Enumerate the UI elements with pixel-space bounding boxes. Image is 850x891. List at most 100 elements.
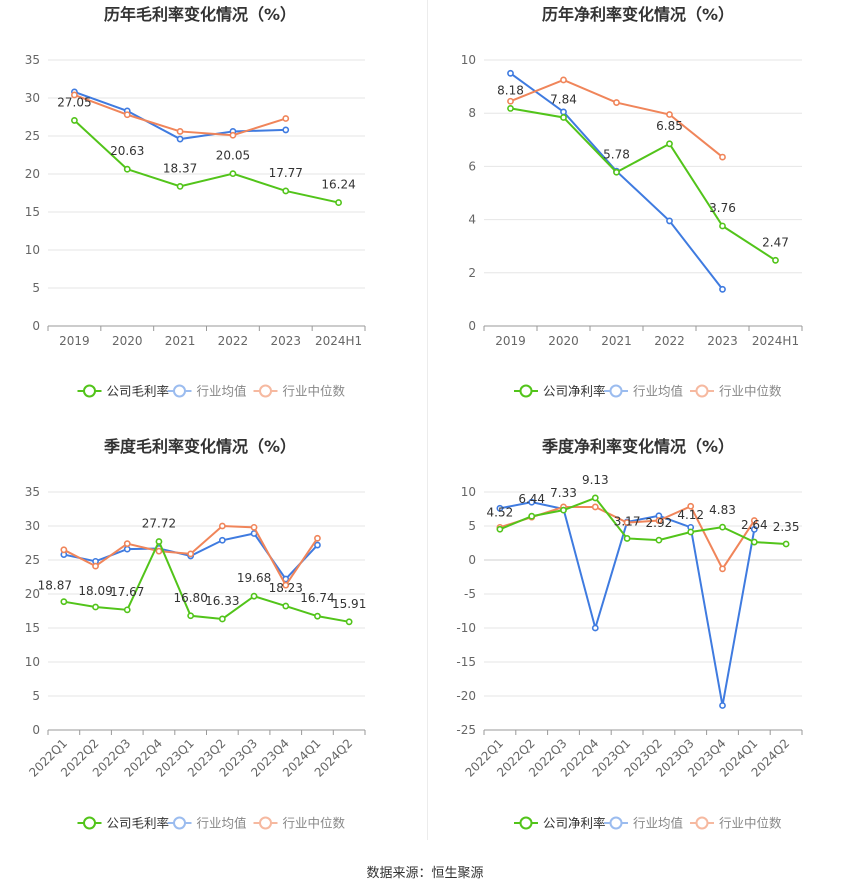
chart-panel-quarterly-net: 季度净利率变化情况（%） -25 -20 -15 -10 -5 0 5 10 2022Q1 2022… [428, 425, 850, 850]
data-point [623, 535, 631, 542]
data-label: 3.76 [709, 201, 736, 215]
x-tick-label: 2023 [270, 334, 301, 348]
data-label: 27.05 [57, 95, 91, 109]
data-point [507, 105, 514, 112]
data-label: 15.91 [332, 597, 366, 611]
series-line-industry-mean [499, 501, 756, 706]
data-point [282, 602, 290, 610]
y-tick-label: 10 [461, 53, 476, 67]
data-point [719, 285, 726, 293]
data-label: 27.72 [142, 517, 176, 531]
data-point [666, 111, 673, 118]
data-label: 6.44 [518, 492, 545, 506]
legend-marker [609, 384, 623, 398]
chart-title: 季度毛利率变化情况（%） [103, 437, 296, 456]
y-tick-label: 5 [468, 519, 476, 533]
data-point [623, 519, 631, 526]
legend-label: 公司毛利率 [107, 816, 170, 831]
y-tick-label: 0 [468, 553, 476, 567]
series-line-company [499, 496, 787, 546]
data-point [507, 69, 514, 77]
data-point [750, 526, 758, 533]
data-label: 17.77 [269, 166, 303, 180]
legend-label: 公司净利率 [543, 384, 606, 399]
data-point [282, 115, 290, 122]
data-label: 18.09 [78, 584, 112, 598]
data-point [496, 525, 504, 533]
legend-label: 行业中位数 [283, 384, 346, 399]
legend-marker [519, 384, 533, 398]
y-tick-label: 10 [25, 655, 40, 669]
y-tick-label: 25 [25, 129, 40, 143]
data-label: 7.33 [550, 486, 577, 500]
y-tick-label: 15 [25, 205, 40, 219]
data-point [176, 182, 184, 190]
legend-label: 行业中位数 [719, 816, 782, 831]
data-label: 20.63 [110, 144, 144, 158]
data-point [335, 199, 342, 206]
data-label: 20.05 [216, 149, 250, 163]
data-point [750, 538, 758, 546]
data-point [687, 528, 695, 536]
data-point [507, 97, 514, 105]
y-tick-label: 20 [25, 587, 40, 601]
data-point [591, 494, 599, 502]
y-tick-label: 25 [25, 553, 40, 567]
data-point [314, 541, 321, 549]
data-point [719, 702, 726, 709]
legend-marker [83, 816, 96, 830]
legend-marker [519, 816, 533, 830]
y-tick-label: 2 [468, 266, 476, 280]
data-point [560, 76, 567, 84]
chart-panel-annual-net: 历年净利率变化情况（%） 0 2 4 6 8 10 2019 2020 2021 2022 2023 2… [428, 0, 850, 420]
data-point [613, 168, 620, 176]
data-label: 2.64 [741, 518, 768, 532]
data-point [496, 504, 504, 512]
data-point [655, 536, 663, 544]
data-point [282, 126, 290, 134]
legend-marker [83, 384, 96, 398]
legend-marker [259, 384, 272, 398]
data-label: 19.68 [237, 571, 271, 585]
data-point [591, 503, 599, 511]
chart-title: 历年净利率变化情况（%） [542, 5, 734, 24]
data-point [218, 615, 226, 623]
chart-panel-annual-gross: 历年毛利率变化情况（%） 0 5 10 15 20 25 30 35 2019 2020 2021 20… [0, 0, 425, 420]
x-tick-label: 2019 [59, 334, 90, 348]
data-point [560, 114, 567, 121]
y-tick-label: 35 [25, 485, 40, 499]
y-tick-label: -15 [456, 655, 476, 669]
data-point [719, 222, 726, 230]
x-tick-label: 2023 [707, 334, 738, 348]
data-point [782, 540, 790, 548]
data-point [218, 536, 226, 544]
y-tick-label: 4 [468, 213, 476, 227]
y-tick-label: 5 [32, 689, 40, 703]
quarterly-net-chart: 季度净利率变化情况（%）-25-20-15-10-505102022Q12022… [456, 437, 803, 831]
data-point [229, 131, 237, 139]
y-tick-label: 5 [32, 281, 40, 295]
data-source-label: 数据来源：恒生聚源 [366, 866, 484, 881]
legend-label: 行业中位数 [719, 384, 782, 399]
y-tick-label: -25 [456, 723, 476, 737]
legend-label: 行业中位数 [283, 816, 346, 831]
x-tick-label: 2024H1 [752, 334, 799, 348]
data-point [666, 140, 673, 148]
y-tick-label: 0 [32, 319, 40, 333]
legend-label: 行业均值 [633, 816, 683, 831]
data-point [187, 550, 195, 558]
y-tick-label: 0 [468, 319, 476, 333]
data-point [92, 603, 99, 611]
data-label: 18.37 [163, 161, 197, 175]
data-label: 16.24 [321, 178, 355, 192]
legend-label: 公司净利率 [543, 816, 606, 831]
quarterly-gross-chart: 季度毛利率变化情况（%）051015202530352022Q12022Q220… [25, 437, 367, 831]
x-tick-label: 2021 [165, 334, 196, 348]
data-label: 4.12 [677, 508, 704, 522]
data-point [92, 562, 99, 570]
x-tick-label: 2021 [601, 334, 632, 348]
panel-divider [427, 0, 428, 840]
data-point [560, 506, 567, 514]
data-label: 16.74 [300, 591, 334, 605]
data-point [176, 128, 184, 135]
